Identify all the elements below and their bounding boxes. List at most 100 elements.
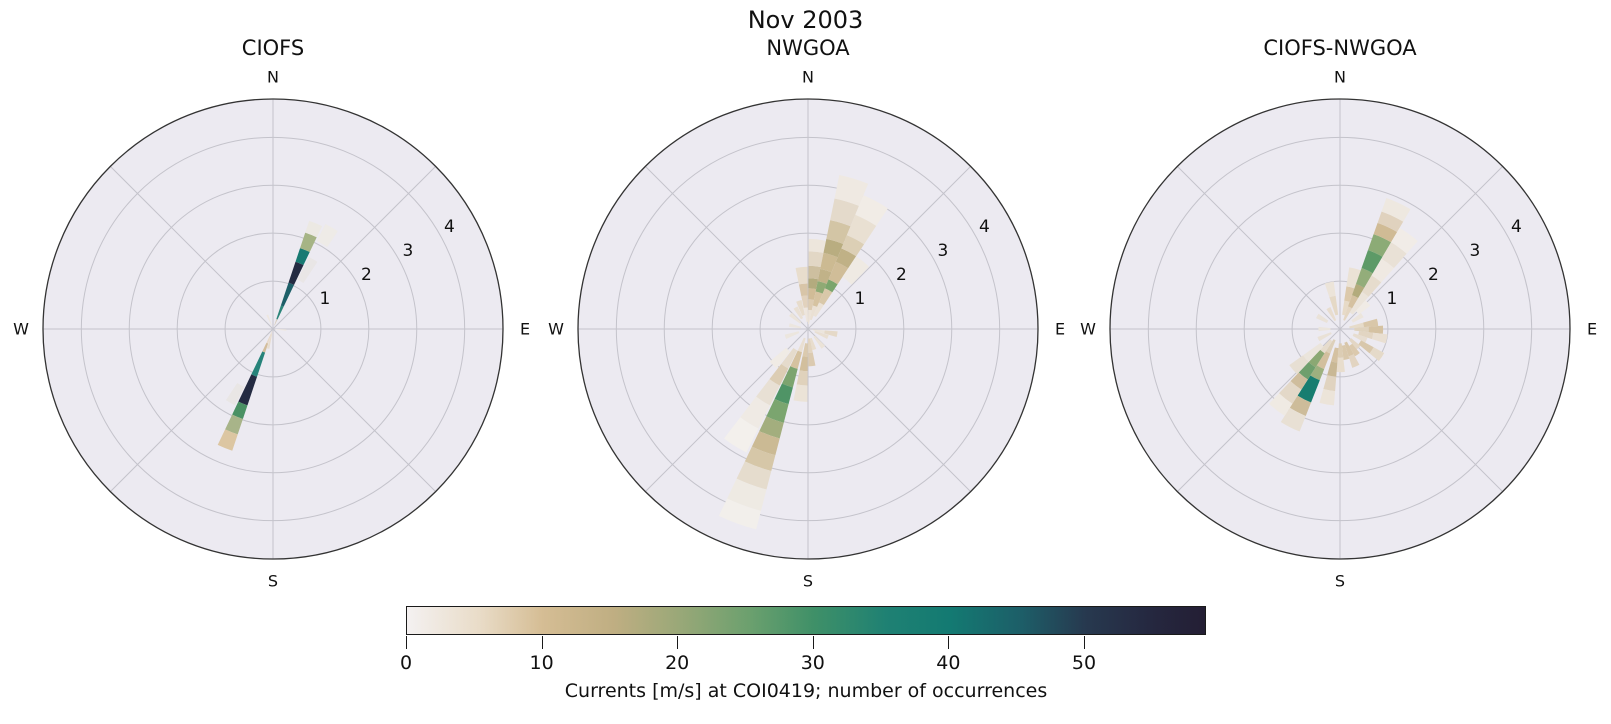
petal-segment [225,414,243,435]
petal-segment [1349,291,1369,315]
petal-segment [1381,198,1411,222]
petal-segment [1319,389,1336,406]
petal-segment [300,232,317,253]
petal-segment [295,248,310,265]
petal-segment [1361,275,1382,297]
petal-segment [238,374,258,406]
radial-tick-label: 1 [854,289,865,309]
petal-segment [1308,349,1325,368]
petal-segment [812,329,825,334]
petal-segment [1381,242,1407,268]
petal-segment [809,337,817,351]
petal-segment [796,370,808,386]
petal-segment [820,252,838,273]
petal-segment [756,379,780,406]
petal-segment [1358,340,1374,354]
rose-plot-ciofs: 1 2 3 4 N E S W [8,64,538,594]
petal-segment [795,266,808,285]
petal-segment [1391,227,1418,254]
compass-label-n: N [1334,68,1346,87]
petal-segment [217,429,238,451]
petal-segment [1324,281,1336,298]
petal-segment [824,279,838,293]
petal-segment [1352,283,1365,299]
petal-segment [1355,300,1371,315]
colorbar-gradient [406,606,1206,635]
petal-segment [817,268,832,284]
petal-segment [819,288,833,306]
petal-segment [815,281,827,294]
petal-segment [808,278,819,290]
petal-segment [1352,333,1368,343]
polar-outline [577,98,1039,560]
petal-segment [1310,365,1325,381]
petal-segment [826,220,851,244]
petal-segment [801,295,808,308]
radial-tick-label: 4 [979,217,990,237]
petal-segment [784,331,800,339]
petal-segment [1318,326,1331,332]
petal-segment [1289,395,1312,416]
petal-segment [808,251,824,268]
petal-segment [262,342,269,353]
petal-segment [1358,331,1374,340]
grid-spoke [110,166,436,492]
subplot-title-ciofs: CIOFS [241,36,305,60]
petal-segment [1341,344,1350,360]
petal-segment [788,323,802,329]
colorbar-tick-mark [948,636,950,649]
radial-tick-label: 3 [937,241,948,261]
petal-segment [1316,313,1329,324]
petal-segment [823,238,844,258]
petal-segment [1316,351,1331,370]
grid-spoke [1177,166,1503,492]
petal-segment [1269,393,1293,416]
petal-segment [1377,211,1404,232]
petal-segment [1336,357,1345,373]
petal-segment [1337,343,1344,358]
petal-segment [1302,342,1324,363]
petal-segment [782,366,798,388]
compass-label-s: S [803,572,813,591]
petal-segment [793,384,808,402]
petal-segment [1351,312,1364,323]
petal-segment [1327,361,1338,377]
petal-segment [751,431,780,456]
radial-tick-label: 2 [896,265,907,285]
petal-segment [769,363,789,386]
petal-segment [790,350,802,369]
polar-outline [42,98,504,560]
petal-segment [774,383,793,405]
petal-segment [1278,381,1302,404]
radial-tick-label: 2 [361,265,372,285]
petal-segment [1354,326,1369,333]
petal-segment [855,195,888,226]
petal-segment [1348,354,1360,368]
colorbar-tick-mark [406,636,407,649]
compass-label-n: N [802,68,814,87]
petal-segment [769,347,791,369]
petal-segment [802,343,808,357]
petal-segment [1290,372,1308,390]
rose-plot-nwgoa: 1 2 3 4 N E S W [543,64,1073,594]
petal-segment [835,248,857,269]
colorbar-tick-label: 30 [800,652,825,674]
colorbar-tick-mark [541,636,543,649]
petal-segment [803,307,808,322]
petal-segment [796,300,805,316]
colorbar-tick-label: 20 [665,652,690,674]
radial-tick-label: 1 [1386,289,1397,309]
petal-segment [1368,325,1384,334]
petal-segment [718,498,761,530]
radial-tick-label: 4 [1511,217,1522,237]
petal-segment [808,238,826,253]
colorbar-label: Currents [m/s] at COI0419; number of occ… [564,680,1048,702]
petal-segment [266,314,272,326]
petal-segment [225,382,245,406]
compass-label-w: W [1080,320,1096,339]
petal-segment [1361,249,1383,274]
petal-segment [288,261,304,285]
polar-outline [1109,98,1571,560]
ciofs-rose-chart: 1 2 3 4 N E S W [13,68,530,591]
